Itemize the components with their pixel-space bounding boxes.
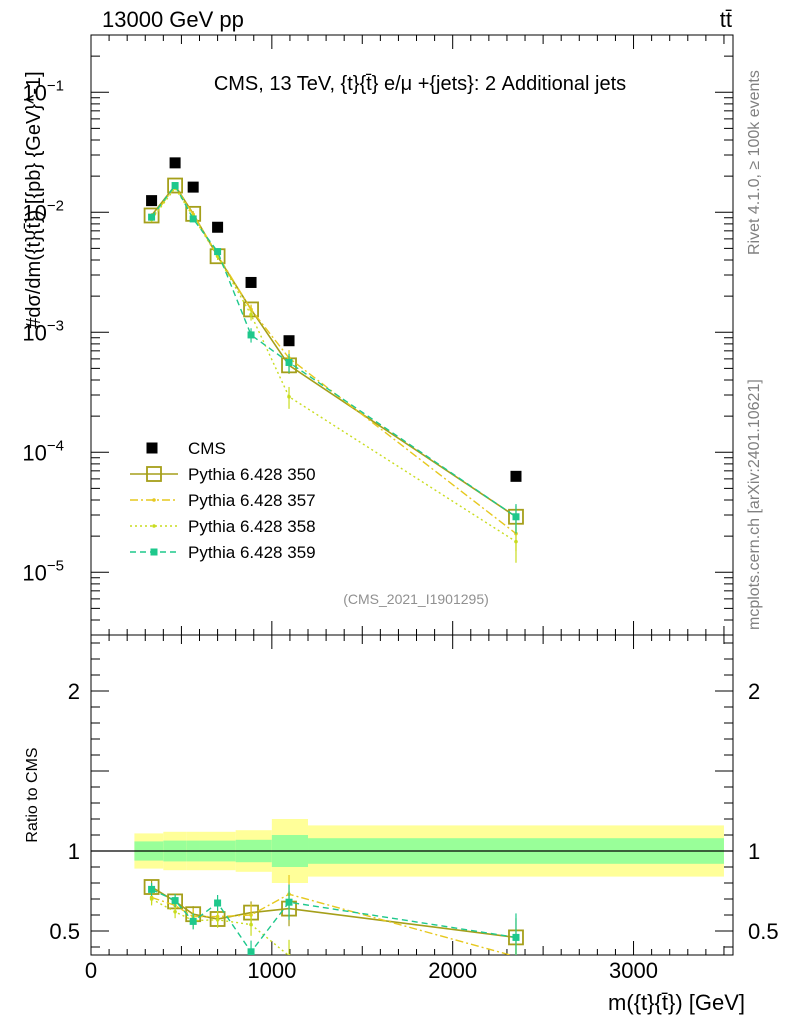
point-s359 <box>285 358 293 366</box>
point-s350 <box>167 177 183 194</box>
legend-label-s359: Pythia 6.428 359 <box>188 543 316 562</box>
ratio-point-s359 <box>148 885 156 893</box>
ratio-line-s350 <box>151 886 517 939</box>
legend-marker-s357 <box>152 498 156 502</box>
series-line-s358 <box>151 186 517 543</box>
point-s359 <box>189 215 197 223</box>
point-s350 <box>143 207 160 224</box>
ratio-point-s358 <box>514 963 518 967</box>
rivet-version-label: Rivet 4.1.0, ≥ 100k events <box>746 70 763 255</box>
ratio-series <box>143 875 524 967</box>
point-cms <box>146 195 158 207</box>
point-s358 <box>287 394 291 399</box>
legend-entry-cms: CMS <box>146 439 226 458</box>
legend-entry-s350: Pythia 6.428 350 <box>130 465 316 484</box>
main-y-tick-label: 10−5 <box>22 557 64 585</box>
x-axis-label: m({t}{t̄}) [GeV] <box>608 990 745 1015</box>
main-y-tick-label: 10−2 <box>22 197 64 225</box>
legend-entry-s359: Pythia 6.428 359 <box>130 543 316 562</box>
ratio-point-s358 <box>173 910 177 914</box>
legend-marker-s359 <box>150 548 158 556</box>
legend-label-s357: Pythia 6.428 357 <box>188 491 316 510</box>
point-cms <box>510 470 522 482</box>
ratio-point-s359 <box>171 897 179 905</box>
ratio-point-s358 <box>249 922 253 927</box>
main-y-axis-label-text: #dσ/dm({t}{t̄}) [{pb} {GeV}^-1] <box>23 71 45 328</box>
chart-title: CMS, 13 TeV, {t}{t̄} e/μ +{jets}: 2 Addi… <box>214 73 626 95</box>
point-s358 <box>514 539 518 544</box>
ratio-line-s359 <box>151 888 517 953</box>
ratio-point-s358 <box>287 954 291 955</box>
point-s359 <box>148 213 156 221</box>
x-tick-label: 0 <box>85 958 97 983</box>
ratio-y-tick-label: 1 <box>68 839 80 864</box>
mcplots-label: mcplots.cern.ch [arXiv:2401.10621] <box>746 379 763 630</box>
ratio-panel-frame <box>90 634 734 956</box>
ratio-point-s359 <box>189 917 197 925</box>
point-s359 <box>214 248 222 256</box>
legend-label-s358: Pythia 6.428 358 <box>188 517 316 536</box>
main-y-tick-label: 10−4 <box>22 437 64 465</box>
point-cms <box>212 221 224 233</box>
ratio-point-s359 <box>247 948 255 955</box>
ratio-point-s359 <box>285 898 293 906</box>
x-tick-label: 1000 <box>247 958 296 983</box>
legend-entry-s357: Pythia 6.428 357 <box>130 491 316 510</box>
point-cms <box>169 157 181 169</box>
main-y-tick-label: 10−3 <box>22 317 64 345</box>
x-tick-label: 3000 <box>609 958 658 983</box>
point-cms <box>187 181 199 193</box>
legend-marker-cms <box>146 442 158 454</box>
ratio-y-tick-label-right: 1 <box>748 839 760 864</box>
x-tick-label: 2000 <box>428 958 477 983</box>
legend-label-cms: CMS <box>188 439 226 458</box>
legend-marker-s350 <box>146 466 162 482</box>
legend-marker-s358 <box>152 524 156 528</box>
point-cms <box>283 335 295 347</box>
legend-label-s350: Pythia 6.428 350 <box>188 465 316 484</box>
ratio-point-s359 <box>512 933 520 941</box>
main-series <box>143 157 524 563</box>
energy-label: 13000 GeV pp <box>102 7 244 32</box>
point-cms <box>245 276 257 288</box>
point-s359 <box>171 182 179 190</box>
process-label: tt̄ <box>720 7 732 32</box>
ratio-line-s357 <box>151 893 513 955</box>
main-y-axis-label: #dσ/dm({t}{t̄}) [{pb} {GeV}^-1] <box>23 71 45 328</box>
legend-entry-s358: Pythia 6.428 358 <box>130 517 316 536</box>
ratio-point-s358 <box>149 897 154 901</box>
ratio-point-s359 <box>214 899 222 907</box>
ratio-y-tick-label-right: 0.5 <box>748 919 779 944</box>
ratio-y-axis-label: Ratio to CMS <box>24 747 41 842</box>
main-y-tick-label: 10−1 <box>22 77 64 105</box>
ratio-y-tick-label: 2 <box>68 679 80 704</box>
point-s358 <box>249 312 253 317</box>
ratio-y-tick-label-right: 2 <box>748 679 760 704</box>
ratio-point-s358 <box>215 918 220 922</box>
analysis-watermark: (CMS_2021_I1901295) <box>343 591 489 607</box>
point-s359 <box>247 331 255 339</box>
ratio-y-tick-label: 0.5 <box>49 919 80 944</box>
point-s359 <box>512 513 520 521</box>
